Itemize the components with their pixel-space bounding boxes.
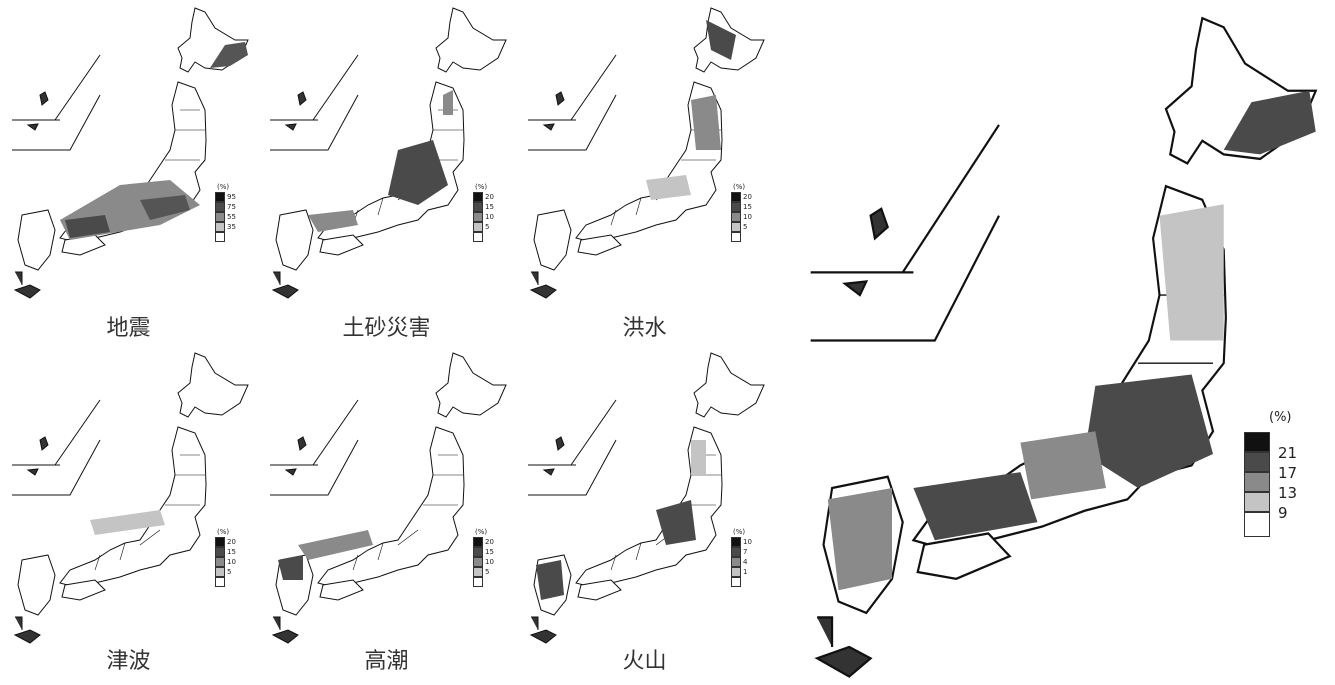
map-panel-combined: (%) 21 17 13 9	[785, 0, 1335, 681]
map-panel-volcano: (%) 10 7 4 1 火山	[516, 345, 773, 685]
map-panel-storm-surge: (%) 20 15 10 5 高潮	[258, 345, 515, 685]
map-caption: 津波	[106, 649, 151, 674]
map-caption: 火山	[622, 649, 667, 674]
map-panel-flood: (%) 20 15 10 5 洪水	[516, 0, 773, 341]
map-panel-landslide: (%) 20 15 10 5 土砂災害	[258, 0, 515, 341]
japan-map	[269, 7, 507, 299]
japan-map	[11, 352, 249, 644]
japan-map	[527, 352, 765, 644]
map-panel-earthquake: (%) 95 75 55 35 地震	[0, 0, 257, 341]
japan-map	[269, 352, 507, 644]
map-panel-tsunami: (%) 20 15 10 5 津波	[0, 345, 257, 685]
japan-map-large	[809, 17, 1317, 678]
japan-map	[11, 7, 249, 299]
map-caption: 高潮	[364, 649, 409, 674]
map-caption: 土砂災害	[342, 316, 431, 341]
map-caption: 地震	[106, 316, 151, 341]
map-caption: 洪水	[622, 316, 667, 341]
japan-map	[527, 7, 765, 299]
